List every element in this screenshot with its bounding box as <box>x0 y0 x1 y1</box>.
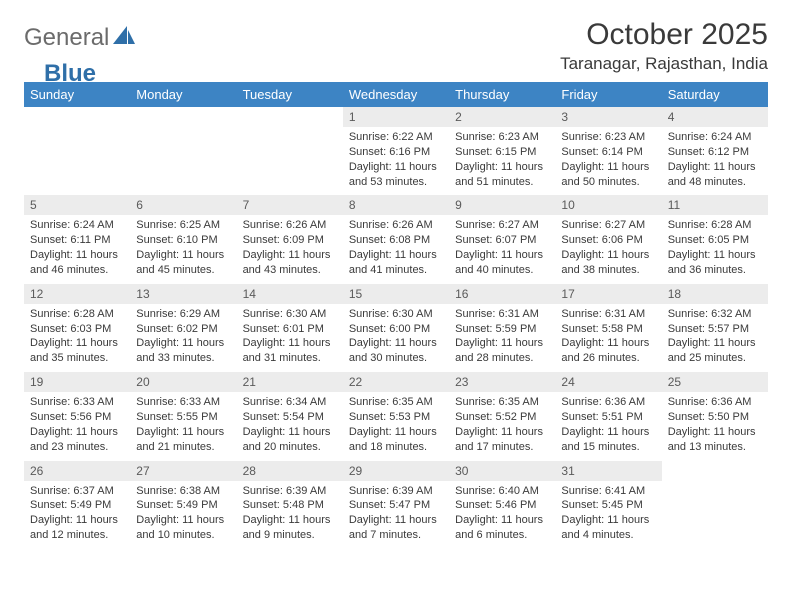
calendar-table: Sunday Monday Tuesday Wednesday Thursday… <box>24 82 768 549</box>
day-number: 17 <box>555 284 661 304</box>
day-number: 31 <box>555 461 661 481</box>
day-body: Sunrise: 6:25 AM Sunset: 6:10 PM Dayligh… <box>130 215 236 283</box>
day-body-row: Sunrise: 6:37 AM Sunset: 5:49 PM Dayligh… <box>24 481 768 549</box>
logo: General <box>24 18 137 52</box>
day-number: 8 <box>343 195 449 215</box>
day-body: Sunrise: 6:38 AM Sunset: 5:49 PM Dayligh… <box>130 481 236 549</box>
day-number: 6 <box>130 195 236 215</box>
day-body: Sunrise: 6:23 AM Sunset: 6:14 PM Dayligh… <box>555 127 661 195</box>
day-body: Sunrise: 6:23 AM Sunset: 6:15 PM Dayligh… <box>449 127 555 195</box>
day-body: Sunrise: 6:31 AM Sunset: 5:59 PM Dayligh… <box>449 304 555 372</box>
day-number: 25 <box>662 372 768 392</box>
day-body <box>24 127 130 195</box>
day-number-row: 19202122232425 <box>24 372 768 392</box>
day-header: Saturday <box>662 82 768 107</box>
logo-sail-icon <box>113 26 135 51</box>
day-body: Sunrise: 6:28 AM Sunset: 6:03 PM Dayligh… <box>24 304 130 372</box>
day-number: 24 <box>555 372 661 392</box>
day-number <box>662 461 768 481</box>
day-header-row: Sunday Monday Tuesday Wednesday Thursday… <box>24 82 768 107</box>
day-number: 22 <box>343 372 449 392</box>
day-header: Thursday <box>449 82 555 107</box>
day-body <box>130 127 236 195</box>
day-body: Sunrise: 6:27 AM Sunset: 6:07 PM Dayligh… <box>449 215 555 283</box>
day-body: Sunrise: 6:30 AM Sunset: 6:00 PM Dayligh… <box>343 304 449 372</box>
day-number: 12 <box>24 284 130 304</box>
day-number: 18 <box>662 284 768 304</box>
day-number: 3 <box>555 107 661 127</box>
day-number: 1 <box>343 107 449 127</box>
day-number: 26 <box>24 461 130 481</box>
day-body: Sunrise: 6:35 AM Sunset: 5:53 PM Dayligh… <box>343 392 449 460</box>
header: General October 2025 Taranagar, Rajastha… <box>24 18 768 74</box>
day-body: Sunrise: 6:41 AM Sunset: 5:45 PM Dayligh… <box>555 481 661 549</box>
day-number: 23 <box>449 372 555 392</box>
day-number: 4 <box>662 107 768 127</box>
day-body: Sunrise: 6:31 AM Sunset: 5:58 PM Dayligh… <box>555 304 661 372</box>
day-number: 5 <box>24 195 130 215</box>
day-body: Sunrise: 6:26 AM Sunset: 6:09 PM Dayligh… <box>237 215 343 283</box>
day-number: 7 <box>237 195 343 215</box>
day-body: Sunrise: 6:24 AM Sunset: 6:12 PM Dayligh… <box>662 127 768 195</box>
day-number: 11 <box>662 195 768 215</box>
day-body-row: Sunrise: 6:28 AM Sunset: 6:03 PM Dayligh… <box>24 304 768 372</box>
day-body: Sunrise: 6:34 AM Sunset: 5:54 PM Dayligh… <box>237 392 343 460</box>
day-body: Sunrise: 6:28 AM Sunset: 6:05 PM Dayligh… <box>662 215 768 283</box>
logo-text-blue: Blue <box>44 60 96 88</box>
day-header: Friday <box>555 82 661 107</box>
location: Taranagar, Rajasthan, India <box>560 54 768 74</box>
day-body <box>662 481 768 549</box>
day-body-row: Sunrise: 6:24 AM Sunset: 6:11 PM Dayligh… <box>24 215 768 283</box>
day-body: Sunrise: 6:35 AM Sunset: 5:52 PM Dayligh… <box>449 392 555 460</box>
day-body-row: Sunrise: 6:33 AM Sunset: 5:56 PM Dayligh… <box>24 392 768 460</box>
day-body: Sunrise: 6:40 AM Sunset: 5:46 PM Dayligh… <box>449 481 555 549</box>
day-body: Sunrise: 6:32 AM Sunset: 5:57 PM Dayligh… <box>662 304 768 372</box>
day-number: 10 <box>555 195 661 215</box>
day-number: 13 <box>130 284 236 304</box>
day-number <box>130 107 236 127</box>
day-number: 2 <box>449 107 555 127</box>
day-number <box>24 107 130 127</box>
day-body <box>237 127 343 195</box>
day-body: Sunrise: 6:30 AM Sunset: 6:01 PM Dayligh… <box>237 304 343 372</box>
day-number-row: 567891011 <box>24 195 768 215</box>
day-body: Sunrise: 6:29 AM Sunset: 6:02 PM Dayligh… <box>130 304 236 372</box>
day-number: 28 <box>237 461 343 481</box>
day-header: Tuesday <box>237 82 343 107</box>
day-number: 9 <box>449 195 555 215</box>
day-number: 14 <box>237 284 343 304</box>
month-title: October 2025 <box>560 18 768 52</box>
logo-text-general: General <box>24 24 109 52</box>
day-body: Sunrise: 6:22 AM Sunset: 6:16 PM Dayligh… <box>343 127 449 195</box>
day-number: 19 <box>24 372 130 392</box>
day-number <box>237 107 343 127</box>
day-body: Sunrise: 6:33 AM Sunset: 5:55 PM Dayligh… <box>130 392 236 460</box>
day-number-row: 12131415161718 <box>24 284 768 304</box>
day-body: Sunrise: 6:37 AM Sunset: 5:49 PM Dayligh… <box>24 481 130 549</box>
day-header: Wednesday <box>343 82 449 107</box>
day-body: Sunrise: 6:36 AM Sunset: 5:51 PM Dayligh… <box>555 392 661 460</box>
title-block: October 2025 Taranagar, Rajasthan, India <box>560 18 768 74</box>
day-body: Sunrise: 6:39 AM Sunset: 5:47 PM Dayligh… <box>343 481 449 549</box>
day-body: Sunrise: 6:36 AM Sunset: 5:50 PM Dayligh… <box>662 392 768 460</box>
day-body: Sunrise: 6:27 AM Sunset: 6:06 PM Dayligh… <box>555 215 661 283</box>
day-number-row: 1234 <box>24 107 768 127</box>
day-body: Sunrise: 6:39 AM Sunset: 5:48 PM Dayligh… <box>237 481 343 549</box>
day-body: Sunrise: 6:33 AM Sunset: 5:56 PM Dayligh… <box>24 392 130 460</box>
day-number: 30 <box>449 461 555 481</box>
day-body: Sunrise: 6:24 AM Sunset: 6:11 PM Dayligh… <box>24 215 130 283</box>
day-body: Sunrise: 6:26 AM Sunset: 6:08 PM Dayligh… <box>343 215 449 283</box>
day-number: 15 <box>343 284 449 304</box>
day-number: 16 <box>449 284 555 304</box>
day-number: 27 <box>130 461 236 481</box>
day-number: 20 <box>130 372 236 392</box>
day-number-row: 262728293031 <box>24 461 768 481</box>
day-header: Monday <box>130 82 236 107</box>
day-number: 21 <box>237 372 343 392</box>
day-number: 29 <box>343 461 449 481</box>
day-body-row: Sunrise: 6:22 AM Sunset: 6:16 PM Dayligh… <box>24 127 768 195</box>
